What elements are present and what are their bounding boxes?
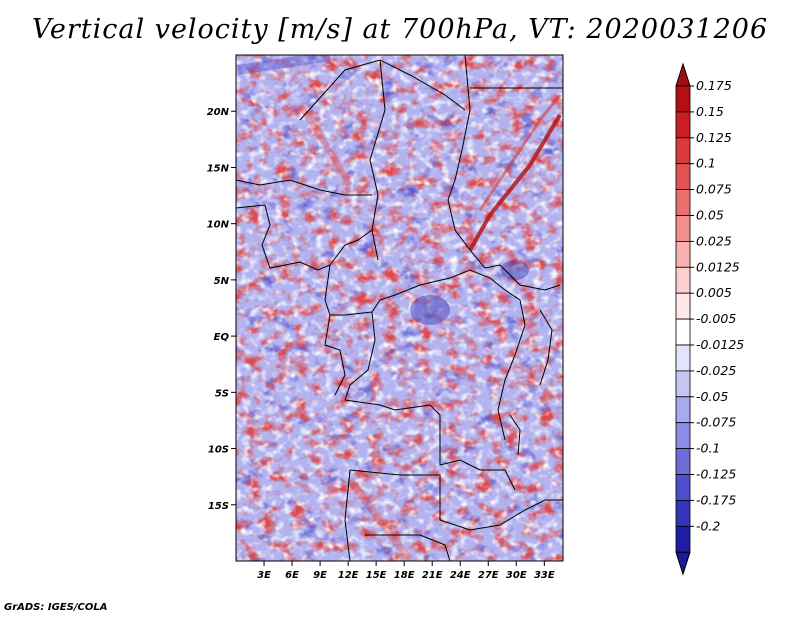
y-axis: 20N 15N 10N 5N EQ 5S 10S 15S bbox=[207, 107, 236, 512]
colorbar-swatch bbox=[675, 318, 691, 346]
colorbar-label: 0.15 bbox=[696, 104, 724, 119]
x-tick-label: 21E bbox=[422, 570, 443, 581]
downdraft-cell-east bbox=[501, 260, 529, 280]
colorbar-swatch bbox=[675, 292, 691, 320]
colorbar-label: -0.0125 bbox=[696, 337, 744, 352]
colorbar-label: 0.125 bbox=[696, 130, 732, 145]
y-tick-label: 15S bbox=[208, 501, 229, 512]
y-tick-label: EQ bbox=[214, 332, 230, 343]
updraft-band-northeast bbox=[468, 113, 562, 251]
colorbar-label: -0.05 bbox=[696, 389, 728, 404]
y-tick-label: 5S bbox=[215, 388, 229, 399]
downdraft-cell-congo bbox=[410, 295, 450, 325]
plot-frame bbox=[235, 54, 564, 562]
y-tick-label: 10S bbox=[208, 445, 229, 456]
colorbar-label: -0.075 bbox=[696, 415, 736, 430]
colorbar-swatch bbox=[675, 525, 691, 553]
updraft-streak-southwest bbox=[346, 477, 414, 561]
downdraft-band-north bbox=[237, 55, 331, 75]
colorbar-swatch bbox=[675, 396, 691, 424]
colorbar-label: 0.005 bbox=[696, 285, 732, 300]
colorbar-label: -0.2 bbox=[696, 518, 720, 533]
colorbar-label: 0.0125 bbox=[696, 259, 740, 274]
y-tick-label: 10N bbox=[207, 220, 230, 231]
field-neutral-texture bbox=[236, 55, 563, 561]
colorbar-label: 0.025 bbox=[696, 233, 732, 248]
x-axis: 3E 6E 9E 12E 15E 18E 21E 24E 27E 30E 33E bbox=[257, 561, 555, 581]
border-south-sudan bbox=[447, 199, 561, 291]
border-nigeria bbox=[329, 229, 373, 266]
colorbar-label: 0.175 bbox=[696, 78, 732, 93]
border-gabon bbox=[324, 314, 346, 396]
velocity-field bbox=[236, 55, 563, 561]
colorbar-swatch bbox=[675, 370, 691, 398]
lake-victoria-outline bbox=[539, 309, 553, 386]
y-tick-label: 15N bbox=[207, 163, 230, 174]
colorbar-label: -0.005 bbox=[696, 311, 736, 326]
chart-title: Vertical velocity [m/s] at 700hPa, VT: 2… bbox=[31, 14, 769, 45]
colorbar-bottom-arrow bbox=[675, 551, 691, 576]
colorbar-label: -0.1 bbox=[696, 441, 720, 456]
border-libya-chad bbox=[299, 59, 466, 121]
colorbar-swatch bbox=[675, 215, 691, 242]
colorbar: 0.175 0.15 0.125 0.1 0.075 0.05 0.025 0.0125 0.0… bbox=[675, 62, 744, 576]
x-tick-label: 6E bbox=[285, 570, 299, 581]
y-tick-label: 20N bbox=[207, 107, 230, 118]
colorbar-swatch bbox=[675, 85, 691, 113]
colorbar-swatch bbox=[675, 189, 691, 216]
colorbar-label: 0.05 bbox=[696, 208, 724, 223]
x-tick-label: 33E bbox=[534, 570, 555, 581]
country-borders bbox=[236, 55, 563, 561]
colorbar-label: 0.1 bbox=[696, 156, 716, 171]
colorbar-swatch bbox=[675, 422, 691, 450]
colorbar-label: -0.025 bbox=[696, 363, 736, 378]
colorbar-label: -0.125 bbox=[696, 467, 736, 482]
colorbar-swatch bbox=[675, 163, 691, 190]
x-tick-label: 18E bbox=[394, 570, 415, 581]
x-tick-label: 27E bbox=[478, 570, 499, 581]
grads-credit: GrADS: IGES/COLA bbox=[4, 602, 108, 613]
x-tick-label: 15E bbox=[366, 570, 387, 581]
border-drc-south bbox=[344, 399, 516, 491]
x-tick-label: 3E bbox=[257, 570, 271, 581]
border-namibia bbox=[344, 469, 351, 561]
colorbar-swatch bbox=[675, 266, 691, 294]
border-sahel bbox=[236, 179, 372, 196]
border-congo bbox=[344, 311, 376, 401]
x-tick-label: 30E bbox=[506, 570, 527, 581]
border-angola-zambia bbox=[349, 469, 563, 531]
colorbar-swatch bbox=[675, 448, 691, 475]
x-tick-label: 24E bbox=[450, 570, 471, 581]
updraft-band-northeast-2 bbox=[478, 94, 562, 211]
colorbar-top-arrow bbox=[675, 62, 691, 87]
colorbar-label: -0.175 bbox=[696, 492, 736, 507]
border-niger-chad bbox=[369, 59, 386, 261]
y-tick-label: 5N bbox=[214, 276, 230, 287]
colorbar-swatch bbox=[675, 499, 691, 527]
colorbar-swatch bbox=[675, 240, 691, 268]
border-egypt-sudan bbox=[447, 55, 471, 201]
colorbar-swatch bbox=[675, 344, 691, 372]
x-tick-label: 9E bbox=[313, 570, 327, 581]
border-botswana bbox=[365, 534, 451, 561]
border-west-africa bbox=[236, 204, 331, 271]
x-tick-label: 12E bbox=[338, 570, 359, 581]
colorbar-swatch bbox=[675, 137, 691, 165]
colorbar-label: 0.075 bbox=[696, 182, 732, 197]
colorbar-swatch bbox=[675, 111, 691, 139]
lake-tanganyika-outline bbox=[509, 414, 521, 456]
border-drc-east bbox=[497, 299, 526, 441]
colorbar-swatch bbox=[675, 474, 691, 501]
